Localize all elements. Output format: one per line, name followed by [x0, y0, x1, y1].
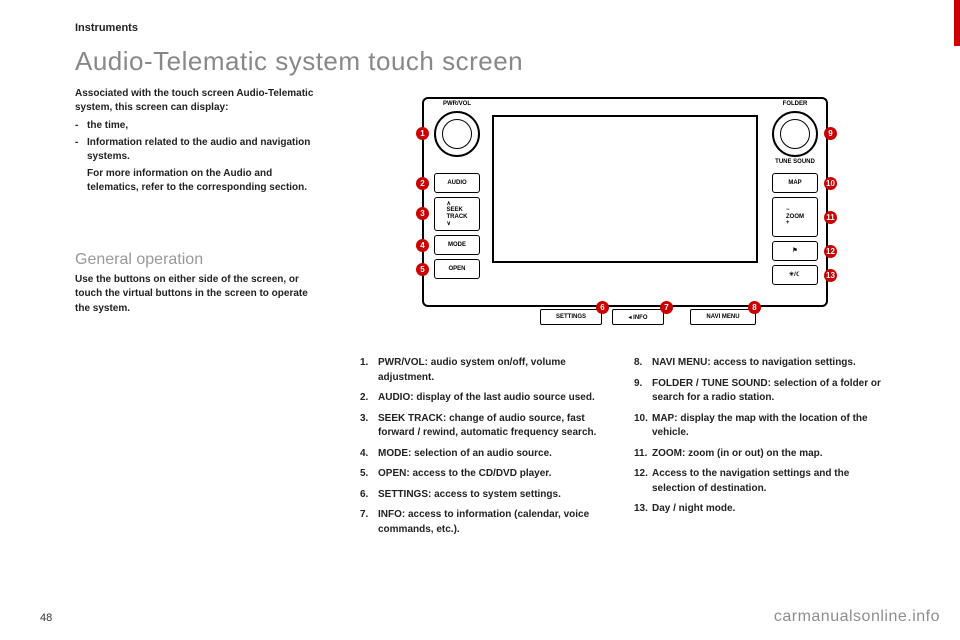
marker-6: 6 — [596, 301, 609, 314]
list-number: 8. — [634, 356, 652, 371]
list-text: INFO: access to information (calendar, v… — [378, 508, 610, 537]
list-item: 5.OPEN: access to the CD/DVD player. — [360, 467, 610, 482]
general-operation-body: Use the buttons on either side of the sc… — [75, 273, 320, 317]
content-columns: Associated with the touch screen Audio-T… — [75, 87, 900, 543]
page-title: Audio-Telematic system touch screen — [75, 46, 900, 77]
right-button: ☀/☾ — [772, 265, 818, 285]
marker-8: 8 — [748, 301, 761, 314]
folder-tune-knob — [772, 111, 818, 157]
sub-note: For more information on the Audio and te… — [75, 167, 320, 196]
list-item: 1.PWR/VOL: audio system on/off, volume a… — [360, 356, 610, 385]
list-item: 9.FOLDER / TUNE SOUND: selection of a fo… — [634, 377, 884, 406]
list-item: 6.SETTINGS: access to system settings. — [360, 488, 610, 503]
bullet-item: the time, — [87, 119, 320, 134]
list-number: 5. — [360, 467, 378, 482]
watermark: carmanualsonline.info — [774, 608, 940, 626]
list-number: 13. — [634, 502, 652, 517]
list-text: ZOOM: zoom (in or out) on the map. — [652, 447, 823, 462]
list-number: 6. — [360, 488, 378, 503]
right-button: −ZOOM+ — [772, 197, 818, 237]
numbered-lists: 1.PWR/VOL: audio system on/off, volume a… — [350, 356, 900, 543]
list-item: 2.AUDIO: display of the last audio sourc… — [360, 391, 610, 406]
screen — [492, 115, 758, 263]
page-content: Instruments Audio-Telematic system touch… — [0, 0, 960, 543]
list-number: 9. — [634, 377, 652, 406]
pwr-vol-knob — [434, 111, 480, 157]
right-column: PWR/VOL FOLDER TUNE SOUND AUDIO ∧SEEKTRAC… — [350, 87, 900, 543]
marker-1: 1 — [416, 127, 429, 140]
list-item: 3.SEEK TRACK: change of audio source, fa… — [360, 412, 610, 441]
tune-sound-label: TUNE SOUND — [766, 159, 824, 165]
list-text: Access to the navigation settings and th… — [652, 467, 884, 496]
list-text: SEEK TRACK: change of audio source, fast… — [378, 412, 610, 441]
list-item: 7.INFO: access to information (calendar,… — [360, 508, 610, 537]
folder-label: FOLDER — [772, 101, 818, 107]
marker-11: 11 — [824, 211, 837, 224]
list-text: NAVI MENU: access to navigation settings… — [652, 356, 856, 371]
marker-3: 3 — [416, 207, 429, 220]
list-text: Day / night mode. — [652, 502, 735, 517]
left-button-open: OPEN — [434, 259, 480, 279]
left-button-mode: MODE — [434, 235, 480, 255]
list-number: 12. — [634, 467, 652, 496]
list-number: 11. — [634, 447, 652, 462]
marker-10: 10 — [824, 177, 837, 190]
list-left: 1.PWR/VOL: audio system on/off, volume a… — [360, 356, 610, 543]
right-button: ⚑ — [772, 241, 818, 261]
left-button-∧: ∧SEEKTRACK∨ — [434, 197, 480, 231]
bottom-button-settings: SETTINGS — [540, 309, 602, 325]
marker-7: 7 — [660, 301, 673, 314]
page-edge-marker — [954, 0, 960, 46]
list-right: 8.NAVI MENU: access to navigation settin… — [634, 356, 884, 543]
list-number: 4. — [360, 447, 378, 462]
list-item: 11.ZOOM: zoom (in or out) on the map. — [634, 447, 884, 462]
list-item: 12.Access to the navigation settings and… — [634, 467, 884, 496]
list-item: 13.Day / night mode. — [634, 502, 884, 517]
marker-13: 13 — [824, 269, 837, 282]
marker-5: 5 — [416, 263, 429, 276]
list-number: 3. — [360, 412, 378, 441]
list-item: 4.MODE: selection of an audio source. — [360, 447, 610, 462]
list-item: 8.NAVI MENU: access to navigation settin… — [634, 356, 884, 371]
list-text: PWR/VOL: audio system on/off, volume adj… — [378, 356, 610, 385]
bullet-item: Information related to the audio and nav… — [87, 136, 320, 165]
list-text: MODE: selection of an audio source. — [378, 447, 552, 462]
pwr-vol-label: PWR/VOL — [434, 101, 480, 107]
list-number: 2. — [360, 391, 378, 406]
right-button: MAP — [772, 173, 818, 193]
list-number: 1. — [360, 356, 378, 385]
bottom-button-navimenu: NAVI MENU — [690, 309, 756, 325]
marker-12: 12 — [824, 245, 837, 258]
list-number: 10. — [634, 412, 652, 441]
left-button-audio: AUDIO — [434, 173, 480, 193]
intro-text: Associated with the touch screen Audio-T… — [75, 87, 320, 115]
list-text: AUDIO: display of the last audio source … — [378, 391, 595, 406]
touchscreen-diagram: PWR/VOL FOLDER TUNE SOUND AUDIO ∧SEEKTRAC… — [390, 91, 860, 336]
intro-bullets: the time, Information related to the aud… — [75, 119, 320, 165]
left-column: Associated with the touch screen Audio-T… — [75, 87, 320, 543]
list-text: MAP: display the map with the location o… — [652, 412, 884, 441]
section-label: Instruments — [75, 22, 900, 34]
marker-2: 2 — [416, 177, 429, 190]
general-operation-heading: General operation — [75, 251, 320, 269]
bottom-button-info: ◂ INFO — [612, 309, 664, 325]
page-number: 48 — [40, 612, 52, 624]
list-text: SETTINGS: access to system settings. — [378, 488, 561, 503]
marker-9: 9 — [824, 127, 837, 140]
list-number: 7. — [360, 508, 378, 537]
list-text: FOLDER / TUNE SOUND: selection of a fold… — [652, 377, 884, 406]
list-text: OPEN: access to the CD/DVD player. — [378, 467, 551, 482]
list-item: 10.MAP: display the map with the locatio… — [634, 412, 884, 441]
diagram-wrap: PWR/VOL FOLDER TUNE SOUND AUDIO ∧SEEKTRAC… — [350, 87, 900, 344]
marker-4: 4 — [416, 239, 429, 252]
